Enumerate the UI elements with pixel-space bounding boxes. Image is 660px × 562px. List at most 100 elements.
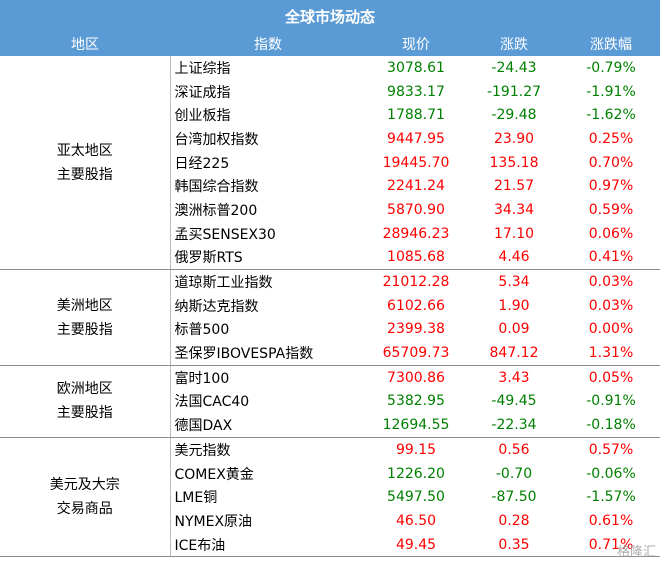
- change-pct-value: 0.03%: [588, 297, 634, 314]
- table-row: 圣保罗IBOVESPA指数 65709.73 847.12 1.31%: [0, 341, 660, 366]
- price-value: 19445.70: [382, 154, 450, 171]
- change-pct-value: 0.97%: [588, 178, 634, 195]
- table-row: ICE布油 49.45 0.35 0.71%: [0, 532, 660, 558]
- change-value: -24.43: [491, 59, 537, 76]
- price-value: 1085.68: [366, 245, 466, 271]
- region-cell: 美元及大宗 交易商品: [0, 437, 171, 558]
- change-value: 3.43: [498, 369, 530, 386]
- header-index: 指数: [170, 32, 366, 56]
- region-cell: 亚太地区 主要股指: [0, 56, 171, 271]
- index-name: 富时100: [174, 370, 230, 387]
- table-row: 法国CAC40 5382.95 -49.45 -0.91%: [0, 390, 660, 414]
- price-value: 12694.55: [366, 413, 466, 439]
- change-value: 21.57: [493, 178, 535, 195]
- table-row: 标普500 2399.38 0.09 0.00%: [0, 318, 660, 342]
- index-name: 台湾加权指数: [174, 131, 259, 148]
- change-pct-value: 0.41%: [562, 245, 660, 271]
- change-value: 847.12: [466, 341, 562, 366]
- change-value: 0.28: [498, 512, 530, 529]
- change-pct-value: 0.06%: [588, 225, 634, 242]
- price-value: 7300.86: [387, 369, 445, 386]
- price-value: 6102.66: [387, 297, 445, 314]
- index-name: 美元指数: [174, 442, 231, 459]
- change-pct-value: 1.31%: [562, 341, 660, 366]
- table-row: 亚太地区 主要股指 上证综指 3078.61 -24.43 -0.79%: [0, 56, 660, 271]
- change-value: 23.90: [493, 130, 535, 147]
- index-name: 标普500: [174, 322, 230, 339]
- change-pct-value: -1.62%: [586, 107, 636, 124]
- table-row: 欧洲地区 主要股指 富时100 7300.86 3.43 0.05%: [0, 365, 660, 439]
- table-row: 创业板指 1788.71 -29.48 -1.62%: [0, 103, 660, 127]
- index-name: 纳斯达克指数: [174, 298, 259, 315]
- table-row: COMEX黄金 1226.20 -0.70 -0.06%: [0, 462, 660, 486]
- price-value: 2399.38: [387, 321, 445, 338]
- change-value: 17.10: [493, 225, 535, 242]
- table-row: 日经225 19445.70 135.18 0.70%: [0, 151, 660, 175]
- table-row: 纳斯达克指数 6102.66 1.90 0.03%: [0, 294, 660, 318]
- change-pct-value: -0.79%: [586, 59, 636, 76]
- change-value: 135.18: [489, 154, 539, 171]
- change-pct-value: 0.03%: [588, 274, 634, 291]
- region-cell: 欧洲地区 主要股指: [0, 365, 171, 439]
- table-row: 孟买SENSEX30 28946.23 17.10 0.06%: [0, 222, 660, 246]
- change-value: -0.70: [495, 465, 533, 482]
- index-name: 上证综指: [174, 60, 231, 77]
- index-name: 深证成指: [174, 84, 231, 101]
- change-pct-value: 0.71%: [562, 532, 660, 558]
- index-name: 孟买SENSEX30: [174, 226, 276, 243]
- index-name: 道琼斯工业指数: [174, 275, 273, 292]
- price-value: 9833.17: [387, 83, 445, 100]
- change-pct-value: 0.61%: [588, 512, 634, 529]
- title-row: 全球市场动态: [0, 0, 660, 32]
- price-value: 46.50: [395, 512, 437, 529]
- change-pct-value: -0.91%: [586, 393, 636, 410]
- change-pct-value: 0.00%: [588, 321, 634, 338]
- change-pct-value: -1.91%: [586, 83, 636, 100]
- price-value: 5382.95: [387, 393, 445, 410]
- change-pct-value: 0.70%: [588, 154, 634, 171]
- region-cell: 美洲地区 主要股指: [0, 269, 171, 366]
- change-value: -191.27: [486, 83, 542, 100]
- table-row: 深证成指 9833.17 -191.27 -1.91%: [0, 80, 660, 104]
- change-value: -49.45: [491, 393, 537, 410]
- price-value: 65709.73: [366, 341, 466, 366]
- change-value: -22.34: [466, 413, 562, 439]
- change-value: 0.35: [466, 532, 562, 558]
- table-body: 亚太地区 主要股指 上证综指 3078.61 -24.43 -0.79% 深证成指 9833.…: [0, 56, 660, 558]
- index-name: 法国CAC40: [174, 394, 250, 411]
- change-value: -87.50: [491, 489, 537, 506]
- price-value: 99.15: [395, 441, 437, 458]
- index-name: LME铜: [174, 490, 218, 507]
- index-name: 韩国综合指数: [174, 179, 259, 196]
- change-pct-value: 0.25%: [588, 130, 634, 147]
- index-name: 德国DAX: [170, 413, 366, 439]
- change-pct-value: -0.18%: [562, 413, 660, 439]
- table-row: 台湾加权指数 9447.95 23.90 0.25%: [0, 127, 660, 151]
- header-region: 地区: [0, 32, 170, 56]
- price-value: 1788.71: [387, 107, 445, 124]
- header-change: 涨跌: [466, 32, 562, 56]
- change-value: 4.46: [466, 245, 562, 271]
- price-value: 3078.61: [387, 59, 445, 76]
- change-value: 0.56: [498, 441, 530, 458]
- table-row: 澳洲标普200 5870.90 34.34 0.59%: [0, 198, 660, 222]
- watermark-logo: 格隆汇: [616, 545, 656, 560]
- change-value: 0.09: [498, 321, 530, 338]
- index-name: 日经225: [174, 155, 230, 172]
- table-title: 全球市场动态: [0, 0, 660, 32]
- price-value: 5497.50: [387, 489, 445, 506]
- header-change-pct: 涨跌幅: [562, 32, 660, 56]
- index-name: 俄罗斯RTS: [170, 245, 366, 271]
- table-row: 德国DAX 12694.55 -22.34 -0.18%: [0, 413, 660, 439]
- price-value: 9447.95: [387, 130, 445, 147]
- header-row: 地区 指数 现价 涨跌 涨跌幅: [0, 32, 660, 56]
- change-pct-value: -0.06%: [586, 465, 636, 482]
- table-row: 俄罗斯RTS 1085.68 4.46 0.41%: [0, 245, 660, 271]
- price-value: 21012.28: [382, 274, 450, 291]
- change-value: 34.34: [493, 201, 535, 218]
- price-value: 5870.90: [387, 201, 445, 218]
- change-pct-value: 0.57%: [588, 441, 634, 458]
- header-price: 现价: [366, 32, 466, 56]
